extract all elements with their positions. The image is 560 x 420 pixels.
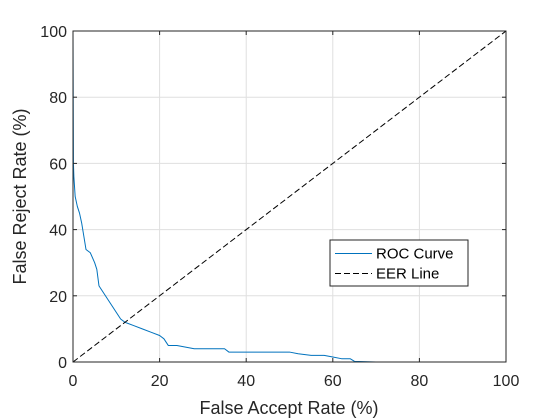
x-tick-label: 40	[237, 373, 255, 390]
x-tick-label: 100	[493, 373, 520, 390]
legend: ROC Curve EER Line	[329, 239, 469, 287]
y-tick-label: 0	[58, 355, 67, 372]
grid-lines	[73, 31, 506, 362]
legend-label-roc-curve: ROC Curve	[376, 246, 454, 263]
series-layer	[72, 30, 507, 363]
series-line-roc-curve	[72, 30, 506, 363]
y-tick-label: 100	[40, 24, 67, 41]
axis-ticks: 0 20 40 60 80 100 0 20 40 60 80 100	[40, 24, 519, 390]
y-tick-label: 80	[49, 90, 67, 107]
x-tick-label: 80	[411, 373, 429, 390]
x-tick-label: 0	[69, 373, 78, 390]
y-axis-title: False Reject Rate (%)	[10, 108, 30, 284]
y-tick-label: 60	[49, 156, 67, 173]
x-tick-label: 60	[324, 373, 342, 390]
series-line-eer-line	[72, 30, 507, 363]
plot-frame	[72, 30, 507, 363]
legend-label-eer-line: EER Line	[376, 266, 439, 283]
y-tick-label: 40	[49, 223, 67, 240]
x-tick-label: 20	[151, 373, 169, 390]
legend-box	[329, 239, 469, 287]
y-tick-label: 20	[49, 289, 67, 306]
x-axis-title: False Accept Rate (%)	[199, 398, 378, 418]
